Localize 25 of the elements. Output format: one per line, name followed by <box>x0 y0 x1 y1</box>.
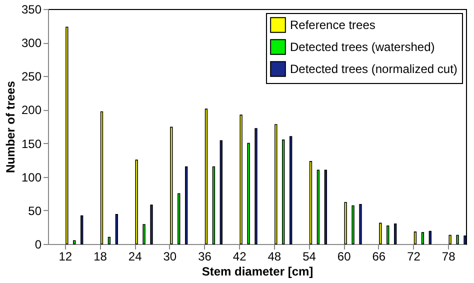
y-tick-label: 200 <box>21 103 42 118</box>
x-tick-label: 48 <box>268 250 282 264</box>
x-tick-label: 54 <box>302 250 316 264</box>
x-tick-label: 66 <box>372 250 386 264</box>
legend-label: Reference trees <box>290 18 376 32</box>
y-axis-title: Number of trees <box>3 80 18 174</box>
x-axis-title: Stem diameter [cm] <box>202 264 314 278</box>
y-tick-label: 250 <box>21 70 42 84</box>
legend-label: Detected trees (watershed) <box>290 40 435 54</box>
y-tick-label: 50 <box>28 204 42 218</box>
x-tick-label: 42 <box>232 250 247 264</box>
legend-label: Detected trees (normalized cut) <box>290 62 458 76</box>
x-tick-label: 12 <box>58 250 72 264</box>
x-tick-label: 24 <box>128 250 142 264</box>
y-tick-label: 0 <box>34 238 42 252</box>
x-tick-label: 36 <box>198 250 212 264</box>
y-tick-label: 100 <box>21 170 42 184</box>
y-tick-label: 350 <box>21 2 42 16</box>
y-tick-label: 300 <box>21 36 42 50</box>
x-tick-label: 60 <box>337 250 352 264</box>
x-tick-label: 78 <box>442 250 456 264</box>
x-tick-label: 30 <box>163 250 177 264</box>
y-tick-label: 150 <box>21 136 42 151</box>
x-tick-label: 18 <box>94 250 108 264</box>
x-tick-label: 72 <box>407 250 421 264</box>
